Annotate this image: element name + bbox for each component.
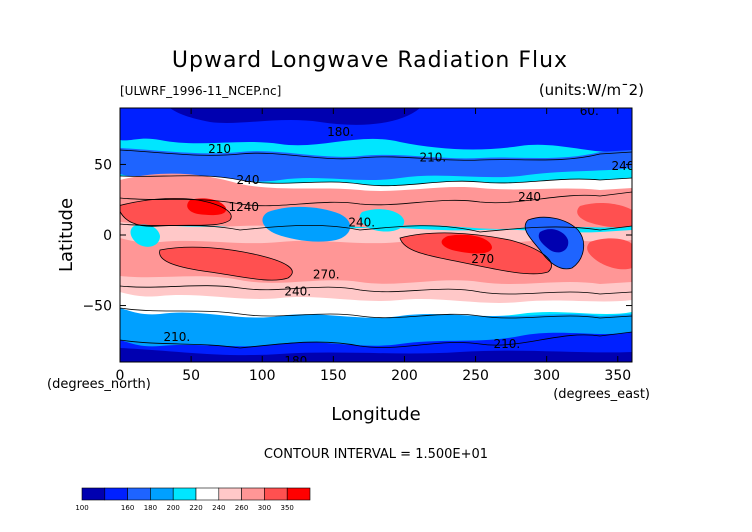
contour-label: 240. — [348, 216, 375, 230]
colorbar-tick-label: 260 — [235, 504, 248, 512]
chart-subtitle-left: [ULWRF_1996-11_NCEP.nc] — [120, 84, 281, 98]
contour-label: 210. — [164, 330, 191, 344]
x-axis: 0 50 100 150 200 250 300 350 — [116, 108, 631, 384]
contour-label: 180. — [284, 354, 311, 368]
south-light-pink — [120, 276, 632, 303]
contour-label: 180. — [327, 125, 354, 139]
y-tick-label: 0 — [103, 228, 112, 244]
contour-label: 270 — [471, 252, 494, 266]
contour-map-area: 210180.210.2401240240240.240.270270.240.… — [120, 104, 639, 368]
contour-label: 1240 — [228, 200, 259, 214]
contour-label: 240 — [237, 173, 260, 187]
colorbar-swatch — [218, 487, 242, 501]
colorbar-swatch — [81, 487, 106, 501]
colorbar-swatch — [172, 487, 197, 501]
x-tick-label: 300 — [533, 368, 560, 384]
colorbar-swatch — [286, 487, 311, 501]
x-tick-label: 0 — [116, 368, 125, 384]
colorbar-tick-label: 180 — [144, 504, 157, 512]
colorbar-tick-label: 160 — [121, 504, 134, 512]
contour-label: 60. — [580, 104, 599, 118]
colorbar-tick-label: 240 — [212, 504, 225, 512]
y-axis-label: Latitude — [56, 198, 77, 272]
x-tick-label: 150 — [320, 368, 347, 384]
colorbar-tick-label: 100 — [75, 504, 88, 512]
colorbar-tick-label: 300 — [258, 504, 271, 512]
equatorial-strip — [120, 222, 632, 244]
contour-label: 240. — [612, 159, 639, 173]
north-subtropic-pink — [120, 173, 632, 229]
contour-label: 210 — [208, 142, 231, 156]
contour-lines — [120, 149, 632, 349]
colorbar-swatch — [127, 487, 151, 501]
colorbar-tick-label: 220 — [189, 504, 202, 512]
x-tick-label: 350 — [604, 368, 631, 384]
blue-patch-africa — [130, 224, 160, 247]
contour-label: 240. — [284, 285, 311, 299]
contour-label-layer: 210180.210.2401240240240.240.270270.240.… — [164, 104, 639, 368]
x-tick-label: 200 — [391, 368, 418, 384]
red-core-sahara — [187, 198, 227, 216]
red-core-south-pacific — [441, 234, 492, 254]
y-unit-note: (degrees_north) — [47, 377, 151, 392]
x-tick-label: 100 — [249, 368, 276, 384]
colorbar-swatch — [264, 487, 288, 501]
colorbar-swatch — [241, 487, 265, 501]
antarctic-core — [120, 348, 632, 362]
red-patch-south-america — [587, 238, 632, 270]
x-unit-note: (degrees_east) — [553, 387, 650, 402]
blue-patch-west-pacific — [359, 209, 405, 232]
x-tick-label: 50 — [182, 368, 200, 384]
north-mid-blue — [120, 148, 632, 182]
x-axis-label: Longitude — [331, 404, 421, 425]
y-axis: 50 0 −50 — [82, 157, 632, 315]
red-patch-north-atlantic — [577, 203, 632, 228]
contour-interval-text: CONTOUR INTERVAL = 1.500E+01 — [264, 447, 488, 462]
arctic-core — [170, 108, 420, 125]
contour-label: 210. — [493, 337, 520, 351]
colorbar-swatch — [104, 487, 128, 501]
x-tick-label: 250 — [462, 368, 489, 384]
y-tick-label: 50 — [94, 157, 112, 173]
colorbar-tick-label: 350 — [281, 504, 294, 512]
colorbar-swatch — [150, 487, 174, 501]
colorbar-swatch — [195, 487, 220, 501]
chart-subtitle-right: (units:W/m¯2) — [539, 81, 644, 99]
blue-core-amazon — [538, 229, 569, 253]
colorbar-tick-label: 200 — [167, 504, 180, 512]
contour-label: 240 — [518, 190, 541, 204]
contour-label: 270. — [313, 268, 340, 282]
contour-label: 210. — [420, 151, 447, 165]
chart-title: Upward Longwave Radiation Flux — [172, 48, 568, 73]
blue-patch-indonesia — [262, 206, 351, 242]
y-tick-label: −50 — [82, 299, 112, 315]
colorbar: 100 160 180 200 220 240 260 300 350 — [75, 487, 311, 512]
